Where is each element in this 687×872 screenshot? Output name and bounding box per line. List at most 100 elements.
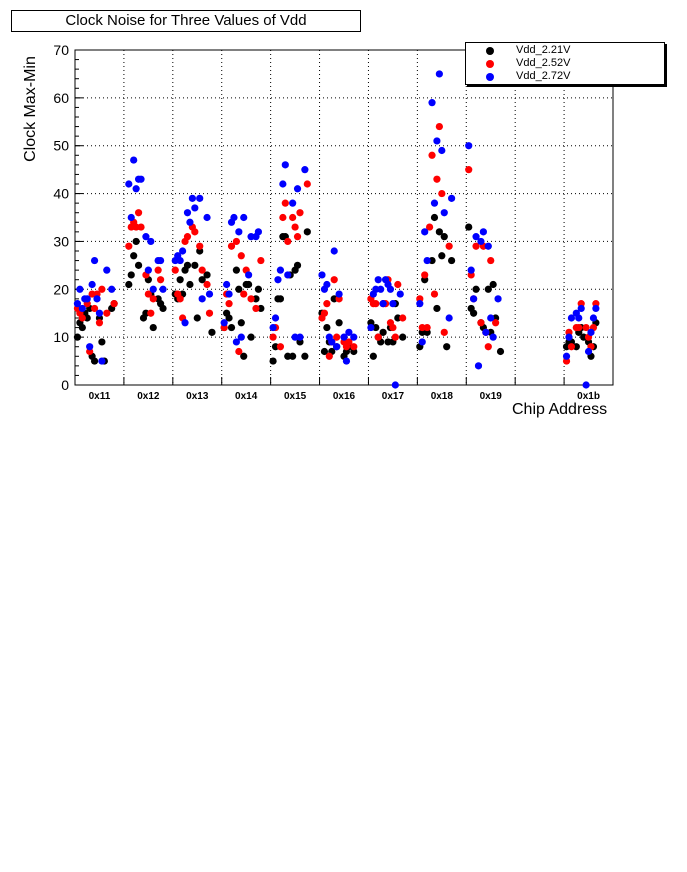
data-point bbox=[186, 218, 194, 226]
data-point bbox=[235, 228, 243, 236]
data-point bbox=[430, 213, 439, 222]
data-point bbox=[489, 333, 497, 341]
x-tick-label: 0x19 bbox=[480, 391, 503, 402]
x-tick-label: 0x15 bbox=[284, 391, 307, 402]
data-point bbox=[245, 271, 253, 279]
data-point bbox=[416, 300, 424, 308]
data-point bbox=[396, 290, 404, 298]
data-point bbox=[379, 300, 387, 308]
data-point bbox=[232, 266, 240, 274]
y-tick-label: 60 bbox=[53, 90, 69, 106]
data-point bbox=[374, 276, 382, 284]
legend-marker bbox=[486, 47, 494, 55]
data-point bbox=[433, 304, 441, 313]
data-point bbox=[225, 290, 233, 298]
data-point bbox=[196, 242, 204, 250]
data-point bbox=[318, 271, 326, 279]
data-point bbox=[73, 333, 82, 341]
data-point bbox=[159, 285, 167, 293]
data-point bbox=[237, 252, 245, 260]
data-point bbox=[181, 319, 189, 327]
data-point bbox=[582, 323, 590, 332]
data-point bbox=[90, 256, 99, 265]
data-point bbox=[487, 256, 495, 265]
data-point bbox=[487, 314, 495, 322]
data-point bbox=[154, 266, 162, 274]
data-point bbox=[433, 137, 441, 145]
data-point bbox=[235, 285, 243, 293]
data-point bbox=[582, 381, 590, 389]
data-point bbox=[438, 189, 446, 198]
data-point bbox=[291, 223, 299, 231]
legend-label: Vdd_2.21V bbox=[516, 44, 571, 56]
data-point bbox=[98, 338, 106, 346]
data-point bbox=[247, 333, 255, 341]
data-point bbox=[108, 285, 116, 293]
plot-frame bbox=[74, 49, 614, 386]
data-point bbox=[293, 185, 302, 193]
data-point bbox=[203, 213, 211, 222]
legend-label: Vdd_2.52V bbox=[516, 57, 571, 69]
data-point bbox=[78, 304, 86, 313]
data-point bbox=[289, 199, 297, 207]
data-point bbox=[477, 237, 485, 246]
data-point bbox=[330, 247, 338, 255]
data-point bbox=[276, 295, 285, 303]
data-point bbox=[587, 328, 595, 336]
data-point bbox=[223, 280, 231, 289]
data-point bbox=[193, 314, 201, 322]
data-point bbox=[144, 266, 152, 274]
data-point bbox=[379, 328, 387, 336]
data-point bbox=[198, 266, 206, 274]
data-point bbox=[303, 180, 311, 188]
data-point bbox=[73, 300, 82, 308]
data-point bbox=[438, 146, 446, 155]
x-tick-label: 0x13 bbox=[186, 391, 209, 402]
data-point bbox=[330, 276, 338, 284]
data-point bbox=[565, 333, 573, 341]
data-point bbox=[132, 185, 140, 193]
data-point bbox=[467, 266, 475, 274]
data-point bbox=[103, 309, 111, 317]
data-point bbox=[125, 180, 133, 188]
data-point bbox=[484, 285, 492, 293]
data-point bbox=[562, 352, 571, 360]
data-point bbox=[254, 228, 263, 236]
data-point bbox=[465, 166, 473, 174]
x-axis-title: Chip Address bbox=[512, 401, 608, 418]
data-point bbox=[284, 271, 292, 279]
data-point bbox=[176, 276, 184, 284]
legend-entry: Vdd_2.52V bbox=[466, 57, 664, 70]
data-point bbox=[421, 228, 429, 236]
data-point bbox=[276, 266, 285, 274]
x-tick-label: 0x12 bbox=[137, 391, 160, 402]
data-point bbox=[78, 314, 86, 322]
data-point bbox=[323, 300, 331, 308]
data-point bbox=[592, 304, 600, 313]
data-point bbox=[93, 295, 101, 303]
data-point bbox=[134, 261, 143, 269]
data-point bbox=[179, 247, 187, 255]
data-point bbox=[394, 280, 402, 289]
data-point bbox=[188, 194, 196, 202]
data-point bbox=[269, 333, 277, 341]
data-point bbox=[132, 237, 140, 246]
chart-title: Clock Noise for Three Values of Vdd bbox=[11, 10, 361, 32]
data-point bbox=[435, 70, 443, 78]
data-point bbox=[340, 333, 348, 341]
data-point bbox=[127, 271, 135, 279]
ticks-layer: 0 10 20 30 40 50 60 70 0x11 0x12 0x13 0x14 0x15 0x16 0… bbox=[53, 42, 614, 402]
data-point bbox=[247, 295, 255, 303]
data-point bbox=[198, 276, 206, 284]
data-point bbox=[465, 223, 473, 231]
data-point bbox=[448, 194, 456, 202]
data-point bbox=[127, 213, 135, 222]
data-point bbox=[577, 304, 585, 313]
data-point bbox=[438, 252, 446, 260]
data-point bbox=[323, 323, 331, 332]
data-point bbox=[465, 142, 473, 150]
data-point bbox=[567, 343, 576, 351]
data-point bbox=[274, 276, 282, 284]
data-point bbox=[191, 204, 199, 212]
data-point bbox=[227, 242, 236, 250]
